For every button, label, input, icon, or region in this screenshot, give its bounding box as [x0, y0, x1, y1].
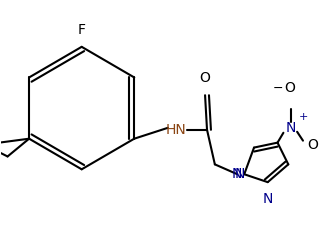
Text: HN: HN	[166, 123, 187, 137]
Text: F: F	[78, 23, 86, 37]
Text: O: O	[307, 138, 318, 152]
Text: +: +	[299, 112, 308, 122]
Text: N: N	[234, 167, 245, 181]
Text: O: O	[200, 71, 211, 85]
Text: N: N	[286, 121, 296, 135]
Text: N: N	[232, 167, 242, 181]
Text: O: O	[284, 81, 295, 95]
Text: −: −	[272, 82, 283, 95]
Text: N: N	[263, 192, 273, 206]
